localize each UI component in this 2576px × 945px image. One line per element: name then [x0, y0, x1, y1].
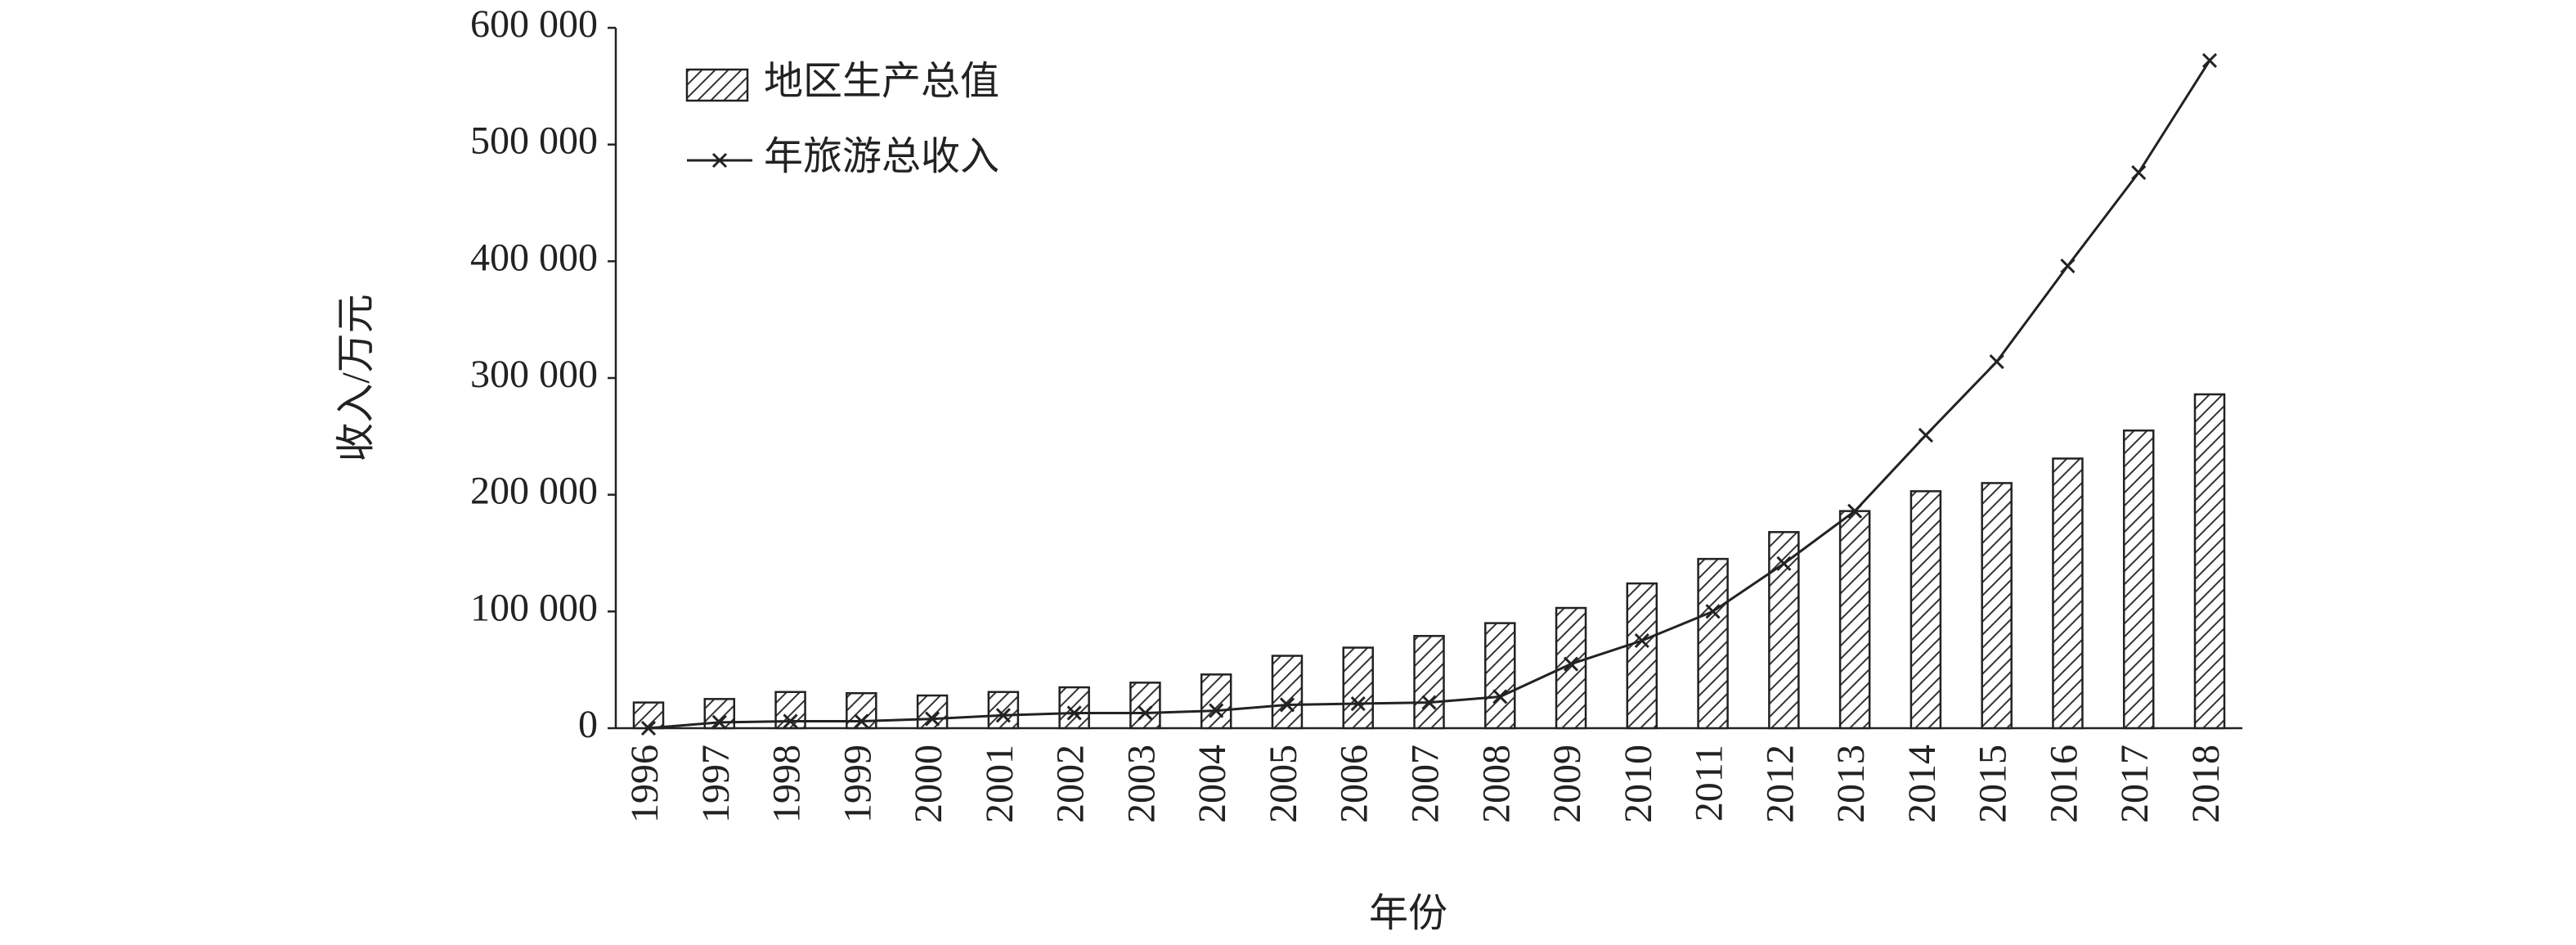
x-tick-label: 2002	[1049, 745, 1093, 823]
y-tick-label: 300 000	[470, 353, 598, 396]
x-tick-label: 2006	[1333, 745, 1376, 823]
marker	[1847, 503, 1863, 519]
x-tick-label: 1999	[836, 745, 879, 823]
bar	[916, 694, 949, 730]
x-tick-label: 1998	[765, 745, 809, 823]
x-tick-label: 2010	[1617, 745, 1660, 823]
y-tick-label: 600 000	[470, 2, 598, 46]
legend-swatch	[685, 68, 749, 102]
marker	[925, 711, 940, 727]
y-tick-label: 100 000	[470, 586, 598, 629]
bar	[1413, 635, 1445, 730]
y-tick-label: 0	[578, 703, 598, 746]
marker	[1918, 427, 1933, 443]
x-tick-label: 2013	[1829, 745, 1873, 823]
x-tick-label: 1997	[694, 745, 738, 823]
marker	[1421, 695, 1437, 710]
bar	[1838, 510, 1871, 730]
x-tick-label: 2009	[1546, 745, 1589, 823]
marker	[2060, 258, 2076, 274]
x-tick-label: 2005	[1262, 745, 1305, 823]
marker	[1279, 697, 1295, 713]
bar	[1626, 582, 1658, 730]
marker	[1138, 705, 1153, 721]
y-tick-label: 500 000	[470, 119, 598, 163]
bar	[1342, 646, 1374, 730]
x-tick-label: 2008	[1474, 745, 1518, 823]
bar	[846, 691, 877, 730]
marker	[1705, 604, 1721, 619]
marker	[1066, 705, 1082, 721]
bar	[1768, 531, 1800, 730]
bar	[1058, 686, 1090, 730]
marker	[2131, 164, 2147, 180]
marker	[711, 714, 727, 730]
marker	[1776, 556, 1792, 571]
x-tick-label: 1996	[623, 745, 666, 823]
bar	[1910, 490, 1942, 730]
bar	[632, 701, 665, 730]
marker	[2201, 52, 2218, 69]
bar	[1484, 622, 1516, 730]
x-tick-label: 2017	[2113, 745, 2156, 823]
x-tick-label: 2012	[1758, 745, 1802, 823]
x-tick-label: 2007	[1404, 745, 1447, 823]
bar	[2193, 393, 2226, 730]
x-axis-label: 年份	[1369, 892, 1447, 935]
bar	[1697, 557, 1729, 730]
marker	[1989, 353, 2004, 370]
marker	[1492, 689, 1508, 704]
x-tick-label: 2011	[1688, 745, 1731, 821]
marker	[1563, 656, 1579, 672]
y-tick-label: 400 000	[470, 236, 598, 279]
legend-label: 地区生产总值	[764, 60, 999, 103]
bar	[1271, 655, 1304, 730]
marker	[783, 713, 798, 729]
x-tick-label: 2004	[1191, 745, 1234, 823]
marker	[1209, 703, 1224, 718]
marker	[1634, 632, 1649, 649]
marker	[995, 708, 1011, 723]
marker	[1350, 695, 1366, 712]
x-tick-label: 2015	[1972, 745, 2015, 823]
bar	[2122, 429, 2155, 730]
x-tick-label: 2014	[1901, 745, 1944, 823]
x-tick-label: 2000	[907, 745, 950, 823]
legend-label: 年旅游总收入	[764, 135, 999, 178]
bar	[1129, 682, 1161, 730]
marker	[640, 720, 657, 736]
bar	[1200, 673, 1232, 730]
bar	[1981, 482, 2013, 730]
x-tick-label: 2001	[978, 745, 1021, 823]
x-tick-label: 2016	[2042, 745, 2085, 823]
bar	[987, 691, 1020, 730]
x-tick-label: 2018	[2184, 745, 2228, 823]
marker	[854, 713, 869, 729]
bar	[2052, 457, 2084, 730]
y-tick-label: 200 000	[470, 470, 598, 513]
y-axis-label: 收入/万元	[334, 294, 378, 461]
x-tick-label: 2003	[1120, 745, 1163, 823]
legend-marker	[711, 152, 728, 169]
